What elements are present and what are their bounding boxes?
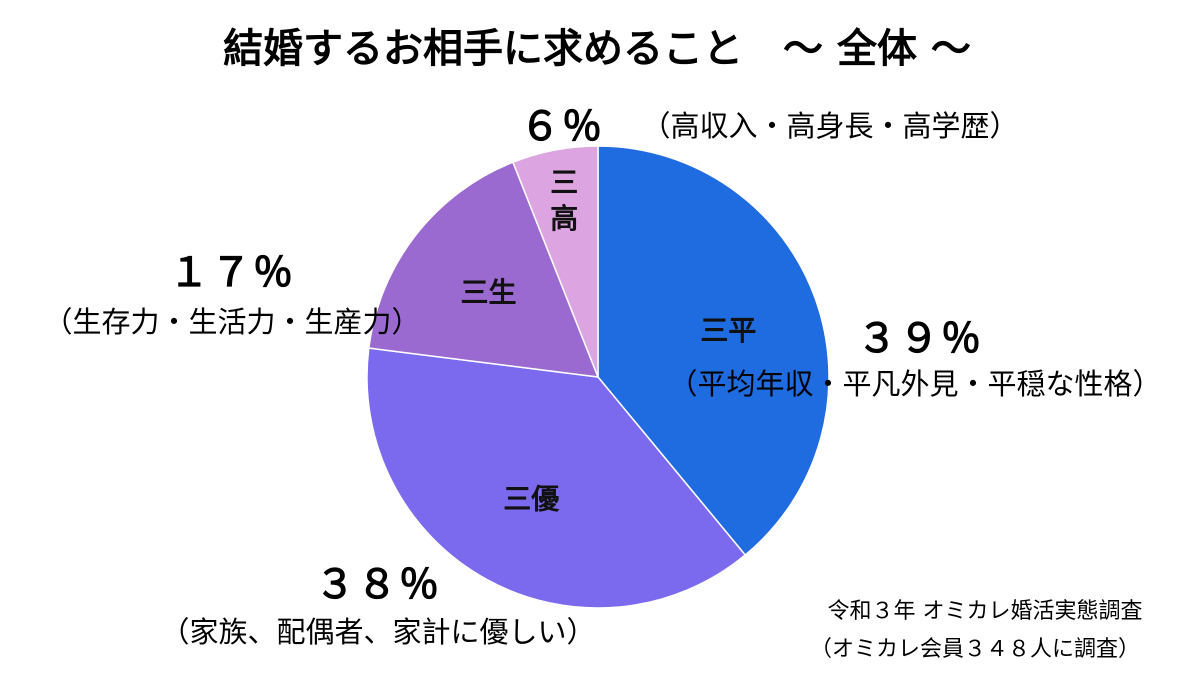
percent-label-sankou: ６％: [520, 104, 604, 150]
chart-title: 結婚するお相手に求めること ～ 全体 ～: [223, 26, 971, 72]
slice-name-seikatsu: 三生: [460, 276, 516, 309]
percent-label-yasashii: ３８％: [315, 562, 441, 608]
description-sankou: （高収入・高身長・高学歴）: [641, 109, 1018, 143]
source-note-line1: 令和３年 オミカレ婚活実態調査: [828, 599, 1143, 624]
description-heibon: （平均年収・平凡外見・平穏な性格）: [668, 367, 1161, 401]
source-note-line2: （オミカレ会員３４８人に調査）: [810, 637, 1140, 662]
pie-slice-seikatsu: [367, 161, 600, 378]
pie-slice-yasashii: [366, 347, 747, 609]
description-seikatsu: （生存力・生活力・生産力）: [43, 305, 420, 339]
slice-name-sankou: 三高: [550, 166, 578, 235]
slice-name-heibon: 三平: [700, 314, 756, 347]
pie-slice-heibon: [597, 145, 830, 557]
pie-slices: [366, 145, 830, 609]
percent-label-heibon: ３９％: [857, 316, 983, 362]
slice-name-yasashii: 三優: [503, 483, 560, 516]
description-yasashii: （家族、配偶者、家計に優しい）: [160, 615, 595, 649]
pie-slice-sankou: [511, 145, 599, 378]
percent-label-seikatsu: １７％: [169, 250, 295, 296]
